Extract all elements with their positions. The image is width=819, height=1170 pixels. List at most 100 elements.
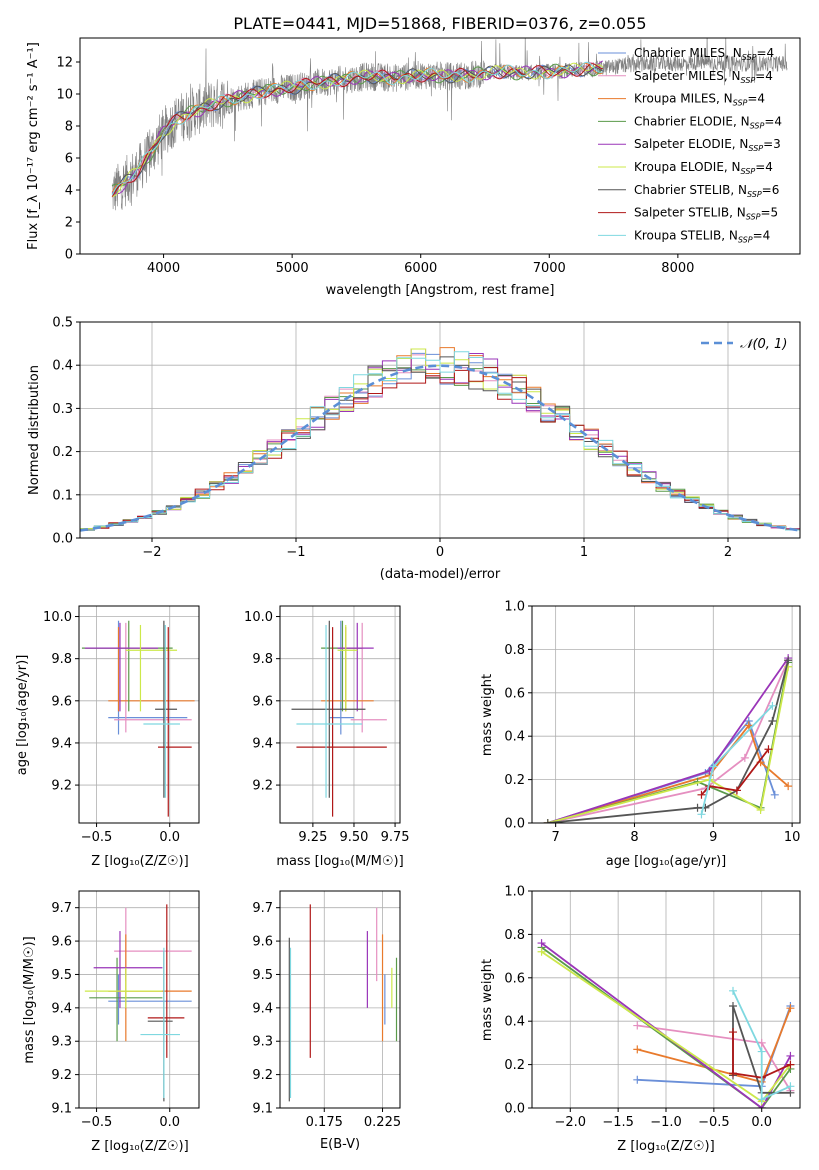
mass-weight-line bbox=[732, 990, 791, 1101]
x-axis-label: E(B-V) bbox=[320, 1137, 360, 1152]
x-tick-label: 2 bbox=[724, 545, 732, 560]
axes-frame: −0.5 0.0 9.1 9.2 9.3 9.4 9.5 9.6 9.7 bbox=[51, 890, 200, 1130]
axes-box bbox=[531, 605, 801, 824]
axes-box bbox=[279, 890, 401, 1109]
x-tick-label: 0.175 bbox=[306, 1115, 343, 1130]
mass-weight-marker bbox=[757, 1047, 766, 1056]
y-axis-label: Flux [f_λ 10⁻¹⁷ erg cm⁻² s⁻¹ A⁻¹] bbox=[26, 42, 41, 250]
model-spectrum-line bbox=[111, 62, 604, 198]
mass-weight-line bbox=[732, 1032, 791, 1079]
y-axis-label: mass weight bbox=[480, 674, 495, 756]
x-tick-label: 4000 bbox=[147, 261, 180, 276]
x-axis-label: Z [log₁₀(Z/Z☉)] bbox=[91, 1139, 188, 1154]
y-axis-label: Normed distribution bbox=[27, 365, 42, 495]
age-vs-z-panel: −0.5 0.0 9.2 9.4 9.6 9.8 10.0 bbox=[43, 605, 200, 845]
plot-area bbox=[80, 347, 800, 532]
axes-frame: 0.175 0.225 9.1 9.2 9.3 9.4 9.5 9.6 9.7 bbox=[252, 890, 401, 1130]
x-tick-label: −0.5 bbox=[698, 1115, 730, 1130]
observed-spectrum bbox=[111, 38, 788, 211]
mass-weight-marker bbox=[729, 1028, 737, 1037]
y-tick-label: 9.4 bbox=[51, 736, 72, 751]
mass-weight-marker bbox=[740, 753, 749, 762]
mass-weight-marker bbox=[768, 701, 777, 710]
axes-frame: −2.0 −1.5 −1.0 −0.5 0.0 0.0 0.2 0.4 0.6 0.8 1.0 bbox=[504, 885, 801, 1130]
y-axis-label: age [log₁₀(age/yr)] bbox=[15, 655, 30, 776]
y-tick-label: 2 bbox=[65, 216, 73, 231]
plot-area bbox=[291, 620, 387, 817]
x-axis-label: Z [log₁₀(Z/Z☉)] bbox=[91, 854, 188, 869]
x-tick-label: 6000 bbox=[404, 261, 437, 276]
x-axis-label: age [log₁₀(age/yr)] bbox=[606, 854, 727, 869]
axes-frame: −0.5 0.0 9.2 9.4 9.6 9.8 10.0 bbox=[43, 605, 200, 845]
x-axis-label: (data-model)/error bbox=[380, 567, 501, 582]
axes-box bbox=[79, 37, 801, 255]
y-tick-label: 9.2 bbox=[252, 1068, 273, 1083]
x-axis-label: Z [log₁₀(Z/Z☉)] bbox=[617, 1139, 714, 1154]
x-tick-label: 9.75 bbox=[381, 830, 410, 845]
plot-area bbox=[288, 904, 398, 1102]
y-tick-label: 9.7 bbox=[51, 901, 72, 916]
legend-entry: Salpeter STELIB, NSSP=5 bbox=[634, 206, 778, 222]
mass-weight-marker bbox=[770, 790, 779, 799]
x-tick-label: −1 bbox=[286, 545, 305, 560]
weight-vs-z-panel: −2.0 −1.5 −1.0 −0.5 0.0 0.0 0.2 0.4 0.6 0.8 1.0 bbox=[504, 885, 801, 1130]
y-tick-label: 0.0 bbox=[52, 532, 73, 547]
legend-entry: Kroupa MILES, NSSP=4 bbox=[634, 92, 765, 108]
residual-histogram bbox=[80, 367, 800, 531]
x-tick-label: 9 bbox=[709, 830, 717, 845]
model-spectrum-line bbox=[111, 63, 603, 197]
legend-entry: Kroupa ELODIE, NSSP=4 bbox=[634, 160, 773, 176]
plot-area bbox=[543, 654, 793, 823]
x-tick-label: 9.25 bbox=[298, 830, 327, 845]
spectrum-legend: Chabrier MILES, NSSP=4 Salpeter MILES, NS… bbox=[598, 46, 782, 244]
x-tick-label: 8000 bbox=[661, 261, 694, 276]
plot-area bbox=[84, 904, 192, 1102]
mass-weight-marker bbox=[764, 745, 773, 754]
x-tick-label: −1.0 bbox=[650, 1115, 682, 1130]
mass-weight-marker bbox=[697, 790, 706, 799]
mass-weight-marker bbox=[633, 1075, 642, 1084]
y-tick-label: 10 bbox=[56, 88, 73, 103]
y-tick-label: 4 bbox=[65, 184, 73, 199]
mass-weight-marker bbox=[744, 721, 753, 730]
y-tick-label: 0.3 bbox=[52, 402, 73, 417]
mass-weight-line bbox=[547, 660, 790, 823]
y-tick-label: 9.2 bbox=[252, 779, 273, 794]
y-tick-label: 9.7 bbox=[252, 901, 273, 916]
y-tick-label: 9.4 bbox=[252, 1001, 273, 1016]
mass-weight-marker bbox=[757, 1038, 766, 1047]
y-tick-label: 1.0 bbox=[504, 600, 525, 615]
mass-weight-marker bbox=[786, 1004, 795, 1013]
y-tick-label: 9.5 bbox=[252, 968, 273, 983]
y-tick-label: 0.4 bbox=[504, 730, 525, 745]
mass-weight-marker bbox=[732, 786, 741, 795]
axes-frame: 4000 5000 6000 7000 8000 0 2 4 6 8 10 12 bbox=[56, 37, 801, 276]
model-spectrum-line bbox=[111, 63, 604, 187]
mass-weight-marker bbox=[709, 762, 718, 771]
legend-entry: Kroupa STELIB, NSSP=4 bbox=[634, 228, 770, 244]
model-spectrum-line bbox=[111, 61, 603, 196]
legend-entry: 𝒩(0, 1) bbox=[740, 337, 787, 352]
y-tick-label: 0.1 bbox=[52, 488, 73, 503]
legend-entry: Chabrier STELIB, NSSP=6 bbox=[634, 183, 779, 199]
mass-weight-line bbox=[541, 942, 792, 1108]
gridlines bbox=[280, 891, 400, 1109]
x-axis-label: mass [log₁₀(M/M☉)] bbox=[276, 854, 403, 869]
mass-vs-z-panel: −0.5 0.0 9.1 9.2 9.3 9.4 9.5 9.6 9.7 bbox=[51, 890, 200, 1130]
weight-vs-age-panel: 7 8 9 10 0.0 0.2 0.4 0.6 0.8 1.0 bbox=[504, 600, 801, 845]
y-tick-label: 0.0 bbox=[504, 817, 525, 832]
y-tick-label: 9.6 bbox=[51, 935, 72, 950]
y-tick-label: 10.0 bbox=[244, 610, 273, 625]
mass-weight-marker bbox=[784, 782, 793, 791]
y-tick-label: 1.0 bbox=[504, 885, 525, 900]
y-tick-label: 0.2 bbox=[504, 773, 525, 788]
y-tick-label: 9.6 bbox=[51, 694, 72, 709]
y-tick-label: 0.0 bbox=[504, 1102, 525, 1117]
mass-weight-line bbox=[547, 659, 790, 823]
gridlines bbox=[79, 891, 199, 1109]
mass-weight-marker bbox=[729, 1069, 737, 1078]
gridlines bbox=[532, 890, 800, 1109]
x-tick-label: 8 bbox=[630, 830, 638, 845]
x-tick-label: 5000 bbox=[276, 261, 309, 276]
